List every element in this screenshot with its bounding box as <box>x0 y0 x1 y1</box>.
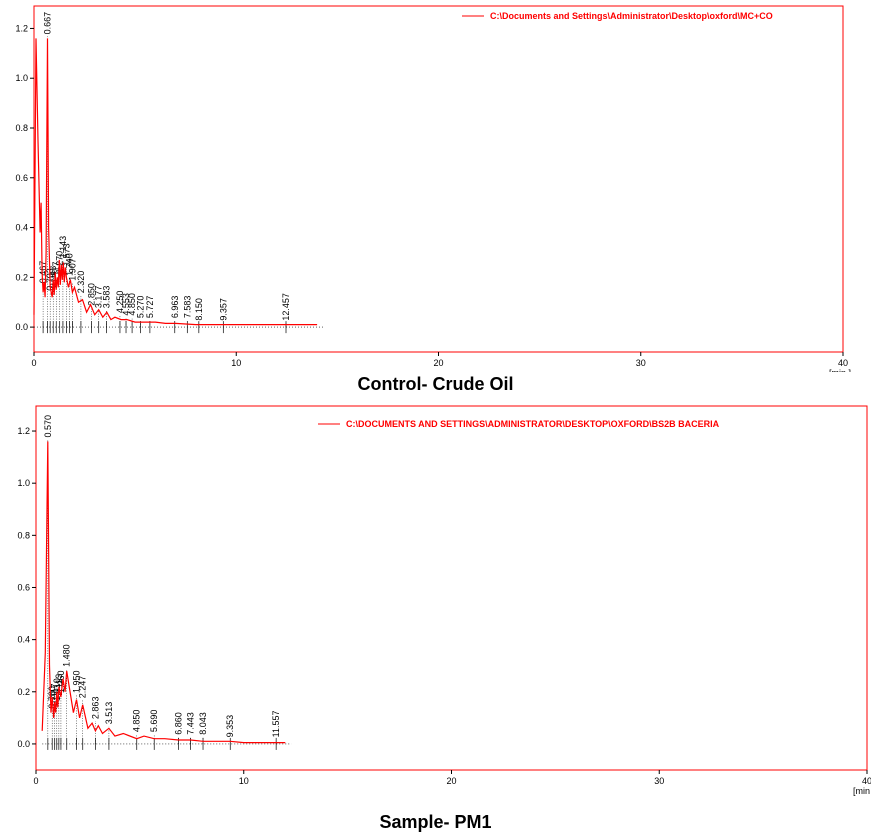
x-tick-label: 20 <box>446 776 456 786</box>
peak-label: 7.583 <box>182 296 192 319</box>
y-tick-label: 0.8 <box>17 530 30 540</box>
peak-label: 2.247 <box>78 676 88 699</box>
x-tick-label: 40 <box>862 776 871 786</box>
x-tick-label: 10 <box>239 776 249 786</box>
y-tick-label: 1.2 <box>15 23 28 33</box>
x-tick-label: 0 <box>33 776 38 786</box>
y-tick-label: 0.8 <box>15 123 28 133</box>
peak-label: 4.553 <box>121 293 131 316</box>
legend-entry: C:\Documents and Settings\Administrator\… <box>490 11 773 21</box>
peak-label: 1.143 <box>58 236 68 259</box>
peak-label: 7.443 <box>186 712 196 735</box>
x-unit-label: [min.] <box>829 368 851 372</box>
peak-label: 1.950 <box>72 670 82 693</box>
caption-control: Control- Crude Oil <box>357 374 514 394</box>
x-tick-label: 40 <box>838 358 848 368</box>
peak-label: 5.270 <box>136 296 146 319</box>
y-tick-label: 0.0 <box>15 322 28 332</box>
peak-label: 9.353 <box>225 715 235 738</box>
y-tick-label: 1.0 <box>15 73 28 83</box>
peak-label: 8.150 <box>194 298 204 321</box>
peak-label: 1.117 <box>51 261 61 283</box>
peak-label: 9.357 <box>218 298 228 321</box>
plot-frame <box>33 5 844 353</box>
signal-trace <box>41 441 286 744</box>
x-unit-label: [min <box>853 786 870 796</box>
peak-label: 0.570 <box>43 415 53 438</box>
x-tick-label: 30 <box>654 776 664 786</box>
peak-label: 0.667 <box>42 12 52 35</box>
peak-label: 1.740 <box>64 253 74 276</box>
peak-label: 6.860 <box>174 712 184 735</box>
y-tick-label: 0.2 <box>15 272 28 282</box>
signal-trace <box>33 38 318 326</box>
peak-label: 1.260 <box>56 670 66 693</box>
x-tick-label: 10 <box>231 358 241 368</box>
y-tick-label: 0.0 <box>17 739 30 749</box>
peak-label: 4.250 <box>115 291 125 314</box>
y-tick-label: 0.2 <box>17 687 30 697</box>
peak-label: 3.513 <box>104 702 114 725</box>
peak-label: 3.177 <box>94 286 104 309</box>
y-tick-label: 0.4 <box>17 635 30 645</box>
peak-label: 12.457 <box>281 293 291 321</box>
peak-label: 5.727 <box>145 296 155 319</box>
chromatogram-sample: 0.0 0.2 0.4 0.6 0.8 1.0 1.2 0 10 20 30 40[min C:\DOC… <box>17 405 871 796</box>
x-tick-label: 20 <box>433 358 443 368</box>
peak-label: 3.583 <box>101 286 111 309</box>
peak-label: 0.943 <box>48 266 58 289</box>
peak-label: 2.850 <box>87 283 97 306</box>
peak-label: 4.850 <box>132 710 142 733</box>
peak-label: 11.557 <box>271 710 281 737</box>
y-tick-label: 1.0 <box>17 478 30 488</box>
peak-label: 5.690 <box>149 710 159 733</box>
peak-label: 0.917 <box>50 683 60 706</box>
peak-label: 2.320 <box>76 271 86 294</box>
peak-label: 1.573 <box>61 243 71 266</box>
legend-entry: C:\DOCUMENTS AND SETTINGS\ADMINISTRATOR\… <box>346 419 720 429</box>
peak-label: 4.850 <box>127 293 137 316</box>
x-tick-label: 30 <box>636 358 646 368</box>
caption-sample: Sample- PM1 <box>379 812 492 832</box>
y-tick-label: 0.6 <box>17 582 30 592</box>
y-tick-label: 0.6 <box>15 173 28 183</box>
peak-label: 0.467 <box>38 261 48 284</box>
y-tick-label: 0.4 <box>15 223 28 233</box>
plot-frame <box>35 405 868 771</box>
peak-label: 6.963 <box>170 296 180 319</box>
peak-label: 1.010 <box>52 678 62 701</box>
y-tick-label: 1.2 <box>17 426 30 436</box>
peak-label: 2.863 <box>90 697 100 720</box>
peak-label: 8.043 <box>198 712 208 735</box>
x-tick-label: 0 <box>31 358 36 368</box>
chromatogram-control: 0.0 0.2 0.4 0.6 0.8 1.0 1.2 0 10 20 30 40[min.] C:\D… <box>15 5 851 372</box>
peak-label: 1.907 <box>67 258 77 281</box>
peak-label: 1.113 <box>54 674 64 696</box>
peak-label: 1.480 <box>62 644 72 667</box>
